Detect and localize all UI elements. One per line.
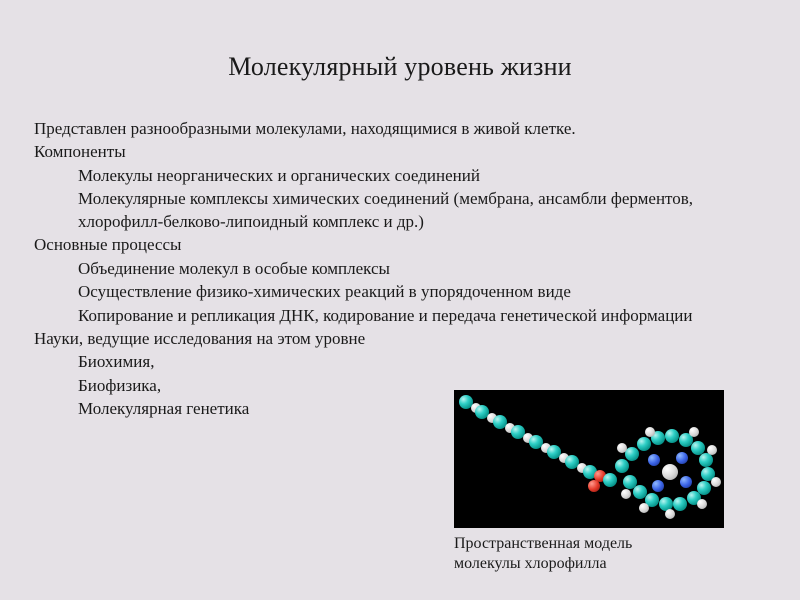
components-item: Молекулы неорганических и органических с… [78, 165, 766, 187]
heading-sciences: Науки, ведущие исследования на этом уров… [34, 328, 766, 350]
figure-caption: Пространственная модель молекулы хлорофи… [454, 534, 632, 575]
atom-teal [633, 485, 647, 499]
processes-item: Осуществление физико-химических реакций … [78, 281, 766, 303]
atom-teal [623, 475, 637, 489]
atom-blue [652, 480, 664, 492]
atom-teal [625, 447, 639, 461]
heading-components: Компоненты [34, 141, 766, 163]
atom-teal [673, 497, 687, 511]
atom-white [707, 445, 717, 455]
processes-item: Копирование и репликация ДНК, кодировани… [78, 305, 766, 327]
molecule-model-figure [454, 390, 724, 528]
caption-line: молекулы хлорофилла [454, 554, 632, 574]
components-item: Молекулярные комплексы химических соедин… [78, 188, 766, 233]
slide-body: Представлен разнообразными молекулами, н… [34, 118, 766, 422]
atom-white [697, 499, 707, 509]
atom-teal [603, 473, 617, 487]
atom-white [665, 509, 675, 519]
atom-white [689, 427, 699, 437]
slide-title: Молекулярный уровень жизни [0, 52, 800, 82]
atom-blue [648, 454, 660, 466]
caption-line: Пространственная модель [454, 534, 632, 554]
processes-item: Объединение молекул в особые комплексы [78, 258, 766, 280]
slide: Молекулярный уровень жизни Представлен р… [0, 0, 800, 600]
heading-processes: Основные процессы [34, 234, 766, 256]
atom-teal [615, 459, 629, 473]
atom-teal [637, 437, 651, 451]
atom-teal [665, 429, 679, 443]
atom-blue [676, 452, 688, 464]
atom-white [711, 477, 721, 487]
atom-teal [699, 453, 713, 467]
atom-white [645, 427, 655, 437]
atom-white [617, 443, 627, 453]
atom-red [588, 480, 600, 492]
atom-white [662, 464, 678, 480]
atom-blue [680, 476, 692, 488]
sciences-item: Биохимия, [78, 351, 766, 373]
atom-white [621, 489, 631, 499]
atom-white [639, 503, 649, 513]
intro-line: Представлен разнообразными молекулами, н… [34, 118, 766, 140]
